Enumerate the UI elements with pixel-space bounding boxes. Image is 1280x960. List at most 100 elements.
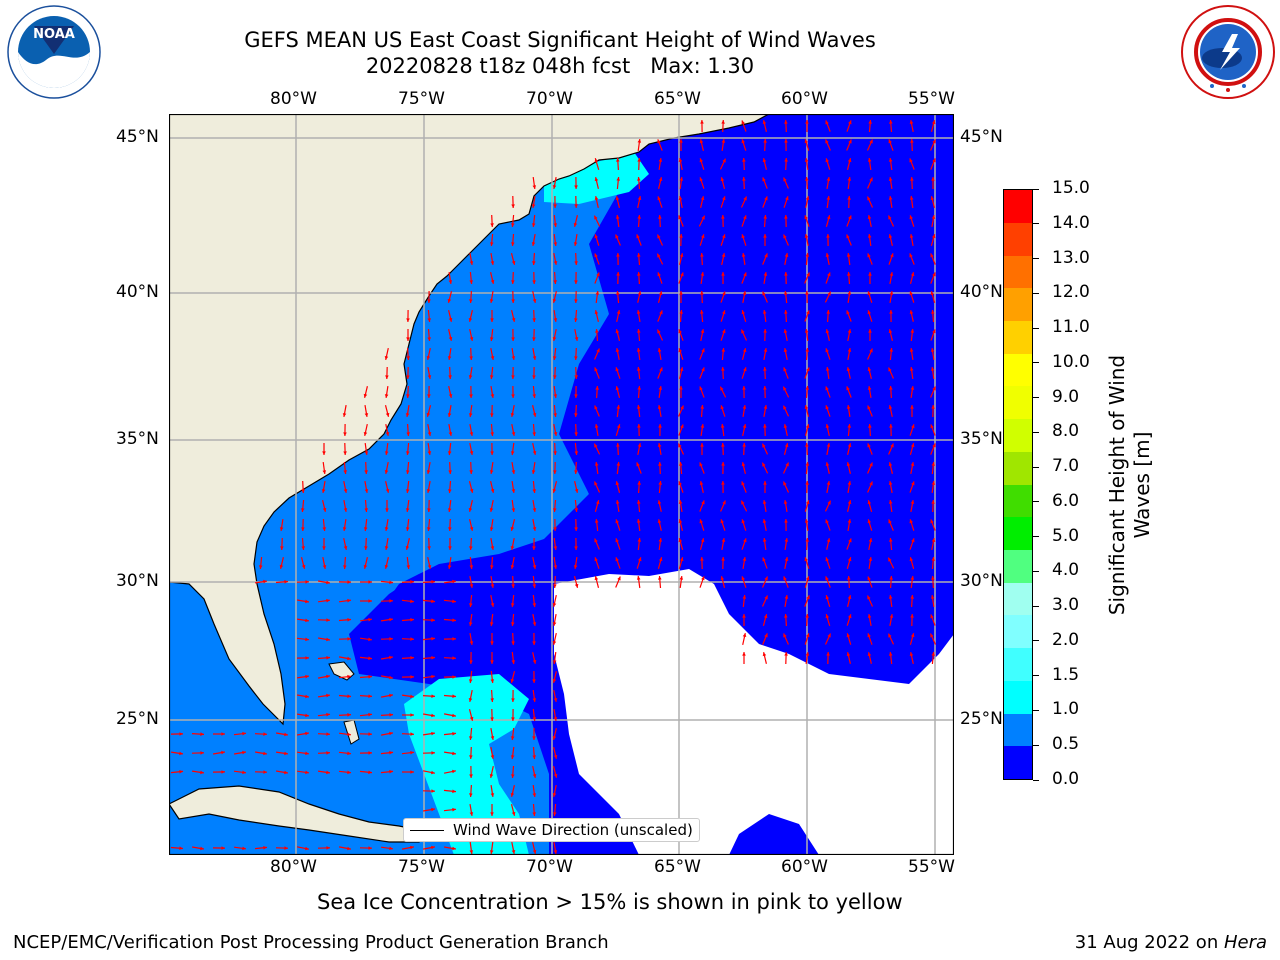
wind-wave-arrow-head bbox=[431, 807, 435, 812]
colorbar-tick-mark bbox=[1033, 744, 1039, 746]
wind-wave-arrow-head bbox=[553, 546, 558, 550]
wind-wave-arrow-head bbox=[930, 424, 934, 429]
wind-wave-arrow-head bbox=[888, 462, 893, 467]
wind-wave-arrow-head bbox=[368, 637, 372, 642]
wind-wave-arrow-head bbox=[574, 488, 579, 493]
wind-wave-arrow-head bbox=[721, 348, 726, 352]
wind-wave-arrow-head bbox=[637, 139, 642, 143]
wind-wave-arrow-head bbox=[389, 750, 393, 755]
wind-wave-arrow-head bbox=[762, 310, 767, 314]
wind-wave-arrow-head bbox=[764, 196, 768, 201]
wind-wave-arrow-head bbox=[869, 462, 873, 467]
wind-wave-arrow-head bbox=[574, 413, 578, 417]
wind-wave-arrow-head bbox=[552, 678, 557, 683]
wind-wave-arrow-head bbox=[616, 405, 621, 409]
wind-wave-arrow-head bbox=[553, 508, 557, 512]
wind-wave-arrow-head bbox=[469, 641, 474, 645]
wind-wave-arrow-head bbox=[910, 329, 915, 333]
wind-wave-arrow-head bbox=[658, 386, 663, 390]
wind-wave-arrow-head bbox=[701, 348, 705, 353]
wind-wave-arrow-head bbox=[410, 845, 414, 850]
wind-wave-arrow-head bbox=[889, 386, 893, 390]
wind-wave-arrow-head bbox=[595, 291, 600, 295]
wind-wave-arrow-head bbox=[847, 519, 852, 523]
colorbar-tick-label: 15.0 bbox=[1052, 178, 1090, 198]
wind-wave-arrow-head bbox=[616, 310, 621, 314]
wind-wave-arrow-head bbox=[869, 481, 873, 486]
wind-wave-arrow-head bbox=[305, 580, 309, 584]
wind-wave-arrow-head bbox=[263, 770, 267, 774]
wind-wave-arrow-head bbox=[784, 272, 788, 276]
wind-wave-arrow-head bbox=[574, 261, 578, 265]
wind-wave-arrow-head bbox=[825, 576, 829, 581]
wind-wave-arrow-head bbox=[637, 158, 641, 162]
wind-wave-arrow-head bbox=[805, 253, 810, 257]
wind-wave-arrow-head bbox=[469, 261, 474, 265]
wind-wave-arrow-head bbox=[931, 462, 936, 466]
wind-wave-arrow-head bbox=[326, 732, 330, 736]
wind-wave-arrow-head bbox=[888, 519, 892, 524]
wind-wave-arrow-head bbox=[469, 812, 474, 816]
wind-wave-arrow-head bbox=[468, 413, 473, 417]
wind-wave-arrow-head bbox=[532, 261, 536, 265]
wind-wave-arrow-head bbox=[574, 451, 579, 455]
wind-wave-arrow-head bbox=[410, 637, 414, 641]
wind-wave-arrow-head bbox=[368, 580, 372, 584]
wind-wave-arrow-head bbox=[930, 519, 934, 524]
wind-wave-arrow-head bbox=[806, 633, 810, 638]
colorbar-segment bbox=[1004, 288, 1032, 321]
wind-wave-arrow-head bbox=[785, 462, 789, 467]
wind-wave-arrow-head bbox=[680, 272, 684, 277]
wind-wave-arrow-head bbox=[431, 637, 435, 641]
colorbar-tick-label: 14.0 bbox=[1052, 212, 1090, 233]
wind-wave-arrow-head bbox=[930, 348, 935, 352]
wind-wave-arrow-head bbox=[741, 519, 745, 524]
wind-wave-arrow-head bbox=[532, 527, 537, 531]
wind-wave-arrow-head bbox=[343, 489, 348, 493]
wind-wave-arrow-head bbox=[679, 253, 684, 257]
wind-wave-arrow-head bbox=[722, 158, 726, 163]
wind-wave-arrow-head bbox=[305, 770, 309, 775]
wind-wave-arrow-head bbox=[741, 481, 745, 486]
wind-wave-arrow-head bbox=[469, 565, 474, 569]
wind-wave-arrow-head bbox=[783, 348, 788, 352]
wind-wave-arrow-head bbox=[805, 614, 809, 618]
wind-wave-arrow-head bbox=[867, 196, 871, 201]
wind-wave-arrows bbox=[170, 119, 937, 855]
colorbar-tick-mark bbox=[1033, 570, 1039, 572]
wind-wave-arrow-head bbox=[636, 310, 641, 314]
wind-wave-arrow-head bbox=[657, 196, 661, 201]
legend-line-sample bbox=[410, 829, 444, 831]
wind-wave-arrow-head bbox=[532, 849, 537, 854]
legend-label: Wind Wave Direction (unscaled) bbox=[453, 821, 693, 839]
wind-wave-arrow-head bbox=[847, 557, 852, 562]
wind-wave-arrow-head bbox=[511, 356, 516, 360]
colorbar-tick-label: 7.0 bbox=[1052, 456, 1080, 477]
wind-wave-arrow-head bbox=[910, 614, 914, 618]
wind-wave-arrow-head bbox=[405, 527, 410, 531]
wind-wave-arrow-head bbox=[783, 291, 788, 295]
wind-wave-arrow-head bbox=[531, 470, 536, 474]
wind-wave-arrow-head bbox=[594, 310, 599, 315]
lon-label-bottom-75w: 75°W bbox=[398, 857, 445, 877]
wind-wave-arrow-head bbox=[657, 519, 662, 523]
wind-wave-arrow-head bbox=[448, 489, 452, 493]
wind-wave-arrow-head bbox=[531, 242, 536, 246]
wind-wave-arrow-head bbox=[452, 846, 456, 851]
wind-wave-arrow-head bbox=[678, 158, 683, 162]
wind-wave-arrow-head bbox=[889, 291, 894, 295]
wind-wave-arrow-head bbox=[742, 633, 747, 637]
wind-wave-arrow-head bbox=[326, 674, 330, 679]
wind-wave-arrow-head bbox=[200, 846, 204, 851]
wind-wave-arrow-head bbox=[552, 603, 557, 607]
wind-wave-arrow-head bbox=[532, 356, 537, 360]
wind-wave-arrow-head bbox=[468, 507, 473, 512]
wind-wave-arrow-head bbox=[552, 298, 557, 303]
wind-wave-arrow-head bbox=[931, 557, 936, 561]
wind-wave-arrow-head bbox=[867, 386, 872, 390]
wind-wave-arrow-head bbox=[343, 546, 348, 550]
wind-wave-arrow-head bbox=[846, 253, 851, 257]
wind-wave-arrow-head bbox=[532, 812, 536, 816]
lon-label-bottom-55w: 55°W bbox=[908, 857, 955, 877]
wind-wave-arrow-head bbox=[615, 500, 620, 504]
